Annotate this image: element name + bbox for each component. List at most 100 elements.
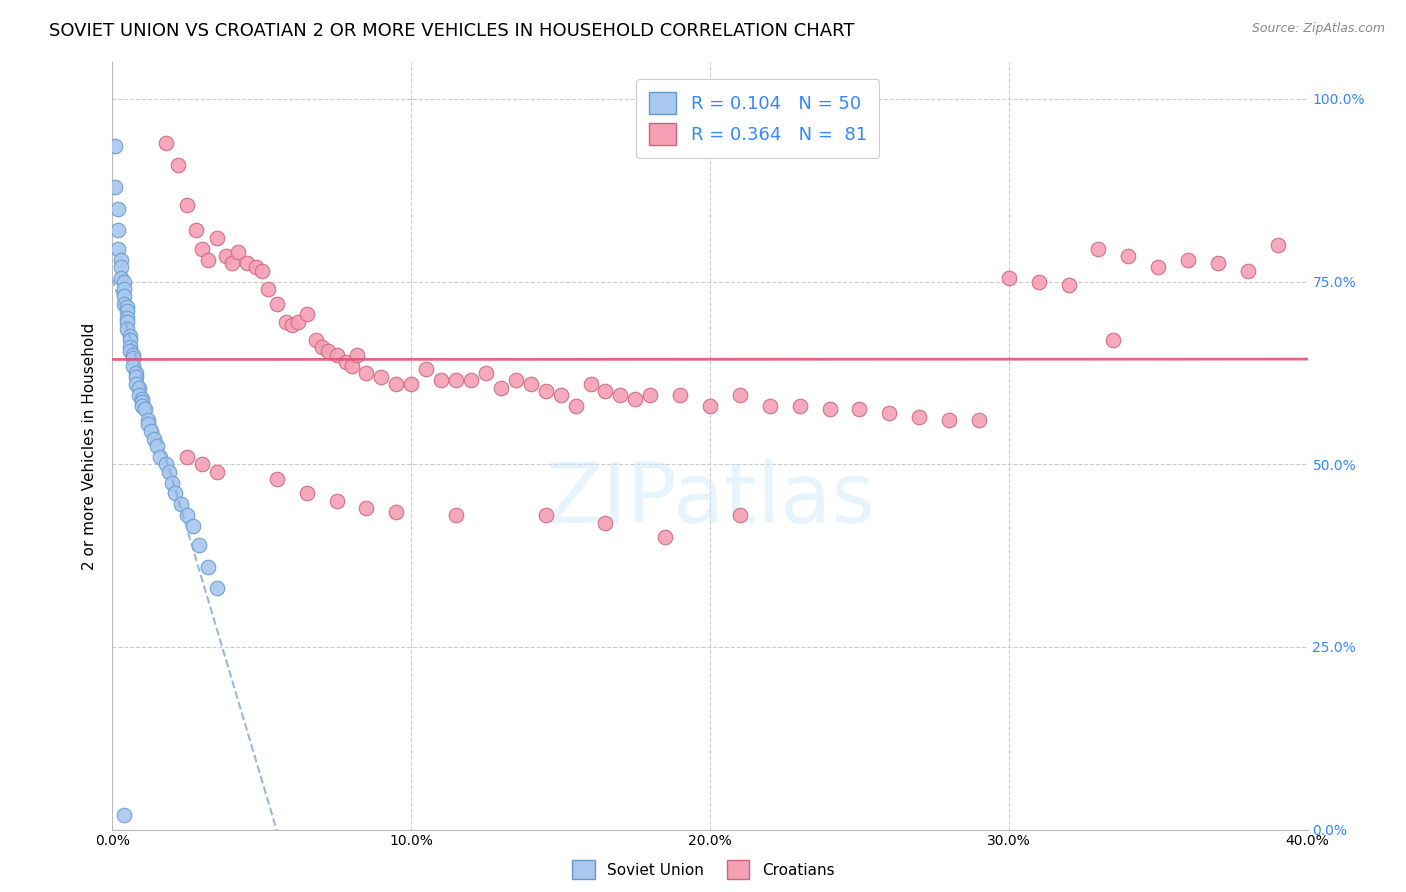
Point: [1206, 256, 1229, 270]
Point: [295, 486, 318, 500]
Point: [131, 395, 153, 409]
Point: [295, 308, 318, 322]
Point: [1177, 252, 1199, 267]
Point: [188, 538, 211, 552]
Point: [131, 392, 153, 406]
Point: [287, 315, 309, 329]
Point: [125, 366, 148, 380]
Point: [1267, 238, 1289, 252]
Point: [669, 388, 692, 402]
Point: [728, 388, 751, 402]
Point: [117, 303, 139, 318]
Point: [654, 530, 676, 544]
Point: [114, 296, 135, 310]
Point: [305, 333, 328, 347]
Point: [138, 417, 160, 431]
Point: [122, 359, 145, 373]
Point: [1028, 275, 1050, 289]
Point: [120, 340, 142, 354]
Point: [114, 275, 135, 289]
Point: [534, 384, 557, 399]
Legend: Soviet Union, Croatians: Soviet Union, Croatians: [565, 855, 841, 885]
Point: [205, 465, 228, 479]
Point: [415, 362, 437, 376]
Point: [385, 376, 408, 391]
Point: [162, 475, 183, 490]
Point: [134, 402, 156, 417]
Point: [430, 373, 453, 387]
Point: [117, 322, 139, 336]
Point: [385, 505, 408, 519]
Point: [818, 402, 841, 417]
Point: [1057, 278, 1080, 293]
Point: [325, 493, 347, 508]
Point: [191, 242, 214, 256]
Point: [1147, 260, 1170, 274]
Point: [120, 329, 142, 343]
Point: [370, 369, 392, 384]
Point: [146, 439, 169, 453]
Point: [165, 486, 187, 500]
Point: [848, 402, 870, 417]
Point: [879, 406, 901, 420]
Point: [110, 271, 132, 285]
Point: [609, 388, 631, 402]
Point: [221, 256, 243, 270]
Point: [215, 249, 238, 263]
Point: [274, 315, 297, 329]
Point: [475, 366, 498, 380]
Point: [266, 472, 288, 486]
Point: [114, 289, 135, 303]
Point: [117, 311, 139, 326]
Point: [759, 399, 782, 413]
Point: [141, 425, 163, 439]
Point: [114, 808, 135, 822]
Point: [998, 271, 1021, 285]
Point: [176, 450, 198, 464]
Point: [205, 582, 228, 596]
Point: [122, 351, 145, 366]
Point: [335, 355, 357, 369]
Point: [138, 413, 160, 427]
Point: [938, 413, 960, 427]
Point: [155, 457, 177, 471]
Point: [197, 559, 219, 574]
Point: [346, 348, 368, 362]
Point: [356, 366, 378, 380]
Point: [149, 450, 172, 464]
Point: [107, 223, 129, 237]
Point: [181, 519, 204, 533]
Point: [226, 245, 249, 260]
Text: Source: ZipAtlas.com: Source: ZipAtlas.com: [1251, 22, 1385, 36]
Point: [186, 223, 208, 237]
Point: [595, 516, 617, 530]
Point: [122, 348, 145, 362]
Point: [128, 380, 150, 394]
Text: SOVIET UNION VS CROATIAN 2 OR MORE VEHICLES IN HOUSEHOLD CORRELATION CHART: SOVIET UNION VS CROATIAN 2 OR MORE VEHIC…: [49, 22, 855, 40]
Point: [1237, 263, 1260, 277]
Point: [699, 399, 721, 413]
Text: ZIPatlas: ZIPatlas: [546, 459, 875, 541]
Point: [595, 384, 617, 399]
Point: [401, 376, 423, 391]
Point: [104, 179, 127, 194]
Point: [640, 388, 662, 402]
Point: [908, 409, 931, 424]
Point: [128, 388, 150, 402]
Point: [624, 392, 647, 406]
Point: [155, 136, 177, 150]
Point: [728, 508, 751, 523]
Point: [245, 260, 267, 274]
Point: [197, 252, 219, 267]
Y-axis label: 2 or more Vehicles in Household: 2 or more Vehicles in Household: [82, 322, 97, 570]
Point: [489, 380, 512, 394]
Point: [157, 465, 180, 479]
Point: [117, 315, 139, 329]
Point: [505, 373, 527, 387]
Point: [444, 373, 467, 387]
Point: [107, 202, 129, 216]
Point: [789, 399, 811, 413]
Point: [316, 344, 339, 359]
Point: [110, 252, 132, 267]
Point: [520, 376, 543, 391]
